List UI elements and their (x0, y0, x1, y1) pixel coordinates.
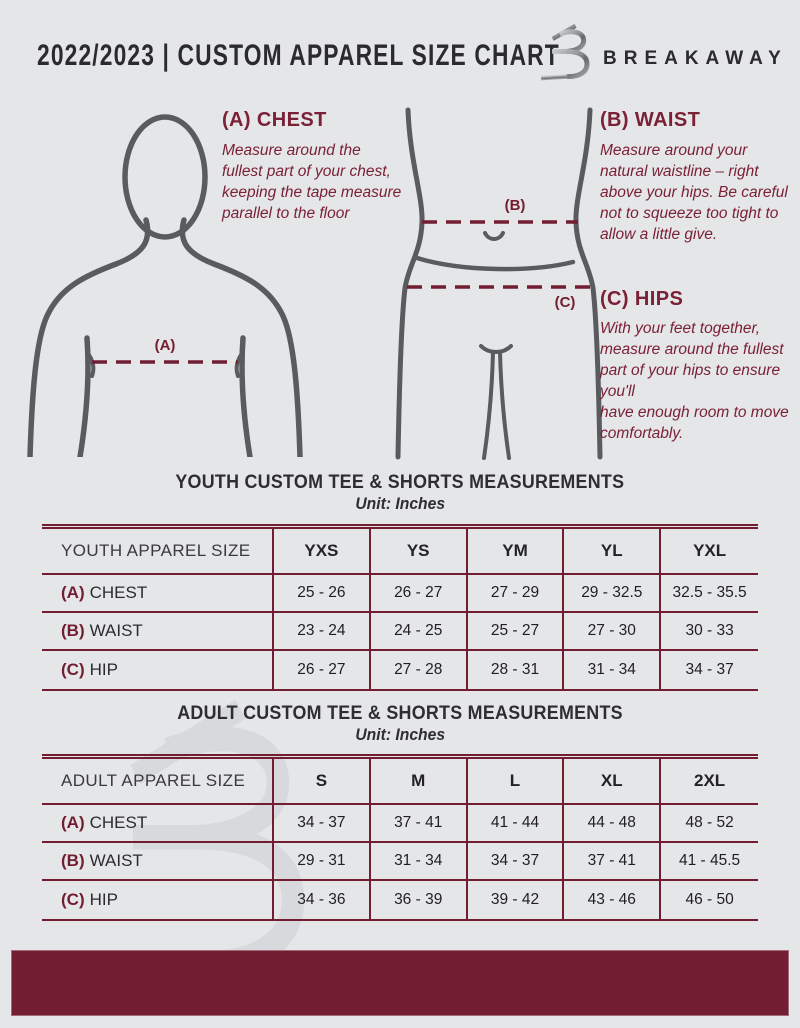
size-column-header: YXL (661, 529, 758, 575)
row-measure-name: WAIST (89, 621, 143, 640)
size-range-cell: 37 - 41 (370, 805, 468, 843)
size-range-cell: 26 - 27 (274, 651, 371, 689)
footer-accent-bar (11, 950, 789, 1016)
size-column-header: L (467, 759, 565, 805)
size-range-cell: 34 - 36 (274, 881, 371, 919)
size-range-cell: 26 - 27 (370, 575, 468, 613)
chest-guide-heading: (A) CHEST (222, 109, 327, 131)
size-column-header: 2XL (661, 759, 758, 805)
size-range-cell: 43 - 46 (564, 881, 662, 919)
row-marker-prefix: (C) (61, 890, 85, 909)
size-range-cell: 39 - 42 (468, 881, 565, 919)
size-column-header: YM (467, 529, 565, 575)
youth-table-unit: Unit: Inches (355, 495, 445, 513)
size-range-cell: 27 - 30 (564, 613, 662, 651)
upper-body-figure: (A) (27, 114, 303, 457)
hip-marker-label: (C) (555, 294, 576, 311)
size-range-cell: 23 - 24 (274, 613, 371, 651)
size-column-header: M (370, 759, 468, 805)
size-column-header: YL (564, 529, 662, 575)
row-measure-name: HIP (89, 890, 118, 909)
size-column-header: S (274, 759, 371, 805)
size-range-cell: 30 - 33 (661, 613, 758, 651)
youth-table-title: YOUTH CUSTOM TEE & SHORTS MEASUREMENTS (175, 472, 625, 493)
chest-marker-label: (A) (155, 337, 176, 354)
size-range-cell: 41 - 44 (467, 805, 565, 843)
hips-guide-text: With your feet together, measure around … (600, 320, 789, 442)
size-range-cell: 27 - 28 (371, 651, 468, 689)
size-range-cell: 31 - 34 (370, 843, 468, 881)
table-corner-header: YOUTH APPAREL SIZE (42, 529, 274, 575)
size-range-cell: 44 - 48 (564, 805, 662, 843)
size-range-cell: 37 - 41 (564, 843, 662, 881)
size-range-cell: 48 - 52 (661, 805, 758, 843)
measurement-row-label: (A) CHEST (42, 805, 274, 843)
row-marker-prefix: (B) (61, 851, 85, 870)
size-range-cell: 29 - 31 (274, 843, 371, 881)
size-range-cell: 34 - 37 (274, 805, 371, 843)
row-measure-name: CHEST (89, 583, 148, 602)
measurement-row-label: (A) CHEST (42, 575, 274, 613)
row-measure-name: CHEST (89, 813, 148, 832)
size-column-header: YS (370, 529, 468, 575)
adult-table-title: ADULT CUSTOM TEE & SHORTS MEASUREMENTS (177, 703, 623, 724)
size-range-cell: 34 - 37 (467, 843, 565, 881)
waist-marker-label: (B) (505, 197, 526, 214)
size-range-cell: 24 - 25 (370, 613, 468, 651)
measurement-row-label: (B) WAIST (42, 843, 274, 881)
size-range-cell: 25 - 27 (467, 613, 565, 651)
size-range-cell: 31 - 34 (564, 651, 662, 689)
size-column-header: YXS (274, 529, 371, 575)
table-corner-header: ADULT APPAREL SIZE (42, 759, 274, 805)
row-marker-prefix: (B) (61, 621, 85, 640)
brand-name: BREAKAWAY (603, 48, 788, 69)
waist-guide-heading: (B) WAIST (600, 109, 701, 131)
size-range-cell: 36 - 39 (371, 881, 468, 919)
waist-guide-text: Measure around your natural waistline – … (600, 142, 788, 243)
size-range-cell: 28 - 31 (468, 651, 565, 689)
chest-guide-text: Measure around the fullest part of your … (222, 142, 402, 222)
figure-head (122, 114, 208, 240)
row-marker-prefix: (A) (61, 583, 85, 602)
size-range-cell: 27 - 29 (467, 575, 565, 613)
size-range-cell: 46 - 50 (685, 891, 734, 908)
size-column-header: XL (564, 759, 662, 805)
size-range-cell: 41 - 45.5 (661, 843, 758, 881)
page-title: 2022/2023 | CUSTOM APPAREL SIZE CHART (37, 39, 560, 72)
measurement-row-label: (B) WAIST (42, 613, 274, 651)
row-measure-name: WAIST (89, 851, 143, 870)
breakaway-b-logo-icon (541, 23, 590, 81)
size-range-cell: 25 - 26 (274, 575, 371, 613)
size-range-cell: 34 - 37 (685, 661, 734, 678)
measurement-row-label: (C) HIP (42, 881, 274, 919)
adult-size-table: ADULT APPAREL SIZE S M L XL 2XL (A) CHEST 34 - 3… (42, 754, 758, 921)
size-range-cell: 32.5 - 35.5 (661, 575, 758, 613)
row-measure-name: HIP (89, 660, 118, 679)
adult-table-unit: Unit: Inches (355, 726, 445, 744)
row-marker-prefix: (A) (61, 813, 85, 832)
measurement-row-label: (C) HIP (42, 651, 274, 689)
youth-size-table: YOUTH APPAREL SIZE YXS YS YM YL YXL (A) CHEST 25… (42, 524, 758, 691)
size-range-cell: 29 - 32.5 (564, 575, 662, 613)
row-marker-prefix: (C) (61, 660, 85, 679)
hips-guide-heading: (C) HIPS (600, 288, 684, 310)
lower-body-figure: (B) (C) (395, 107, 603, 460)
